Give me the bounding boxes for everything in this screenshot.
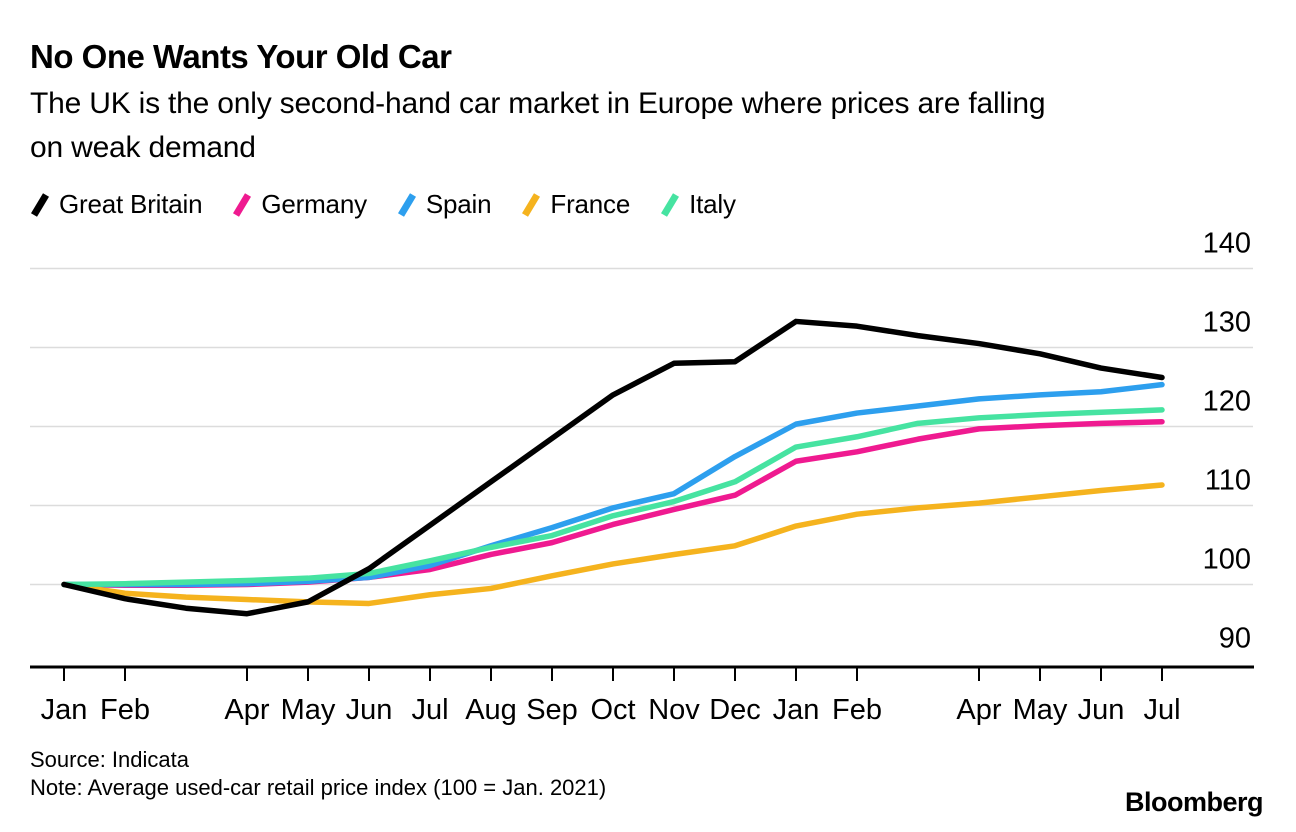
legend-swatch-germany (233, 192, 252, 217)
x-axis-label-7: Aug (465, 694, 517, 726)
legend-label: France (550, 189, 631, 219)
legend-label: Germany (261, 189, 367, 219)
x-axis-label-6: Jul (411, 694, 448, 726)
series-line-spain (61, 381, 1165, 588)
y-axis-label-90: 90 (1219, 623, 1251, 655)
x-axis-label-1: Feb (100, 694, 150, 726)
chart-subtitle-line2: on weak demand (30, 131, 256, 164)
x-axis-label-18: Jul (1143, 694, 1180, 726)
y-axis-label-100: 100 (1203, 544, 1251, 576)
legend-swatch-france (522, 192, 541, 217)
bloomberg-logo: Bloomberg (1124, 787, 1264, 817)
x-axis-label-11: Dec (709, 694, 761, 726)
x-axis-label-3: Apr (224, 694, 269, 726)
x-axis-label-5: Jun (346, 694, 393, 726)
series-line-italy (61, 407, 1165, 588)
series-line-great-britain (61, 318, 1165, 617)
legend: Great Britain Germany Spain France Italy (30, 189, 736, 220)
series-line-france (61, 482, 1165, 607)
y-axis-label-130: 130 (1203, 307, 1251, 339)
legend-item-italy: Italy (660, 189, 736, 220)
x-axis-label-0: Jan (41, 694, 88, 726)
legend-item-great-britain: Great Britain (30, 189, 203, 220)
chart-title: No One Wants Your Old Car (30, 38, 452, 75)
legend-swatch-spain (397, 192, 416, 217)
x-axis-label-16: May (1013, 694, 1068, 726)
chart-subtitle-line1: The UK is the only second-hand car marke… (30, 87, 1046, 120)
y-axis-label-140: 140 (1203, 228, 1251, 260)
x-axis-label-17: Jun (1078, 694, 1125, 726)
x-axis-label-15: Apr (956, 694, 1001, 726)
legend-label: Great Britain (59, 189, 203, 219)
legend-label: Spain (425, 189, 492, 219)
x-axis-label-12: Jan (773, 694, 820, 726)
legend-item-spain: Spain (397, 189, 492, 220)
legend-label: Italy (689, 189, 736, 219)
x-axis-label-13: Feb (832, 694, 882, 726)
note-text: Note: Average used-car retail price inde… (30, 775, 607, 800)
x-axis-label-9: Oct (590, 694, 635, 726)
chart-subtitle: The UK is the only second-hand car marke… (30, 82, 1046, 170)
legend-item-germany: Germany (232, 189, 367, 220)
source-text: Source: Indicata (30, 747, 189, 772)
y-axis-label-120: 120 (1203, 386, 1251, 418)
y-axis-label-110: 110 (1205, 465, 1251, 497)
legend-swatch-great-britain (30, 192, 50, 217)
x-axis-label-10: Nov (648, 694, 700, 726)
x-axis-label-8: Sep (526, 694, 578, 726)
x-axis-label-4: May (281, 694, 336, 726)
legend-swatch-italy (661, 192, 680, 217)
legend-item-france: France (521, 189, 630, 220)
